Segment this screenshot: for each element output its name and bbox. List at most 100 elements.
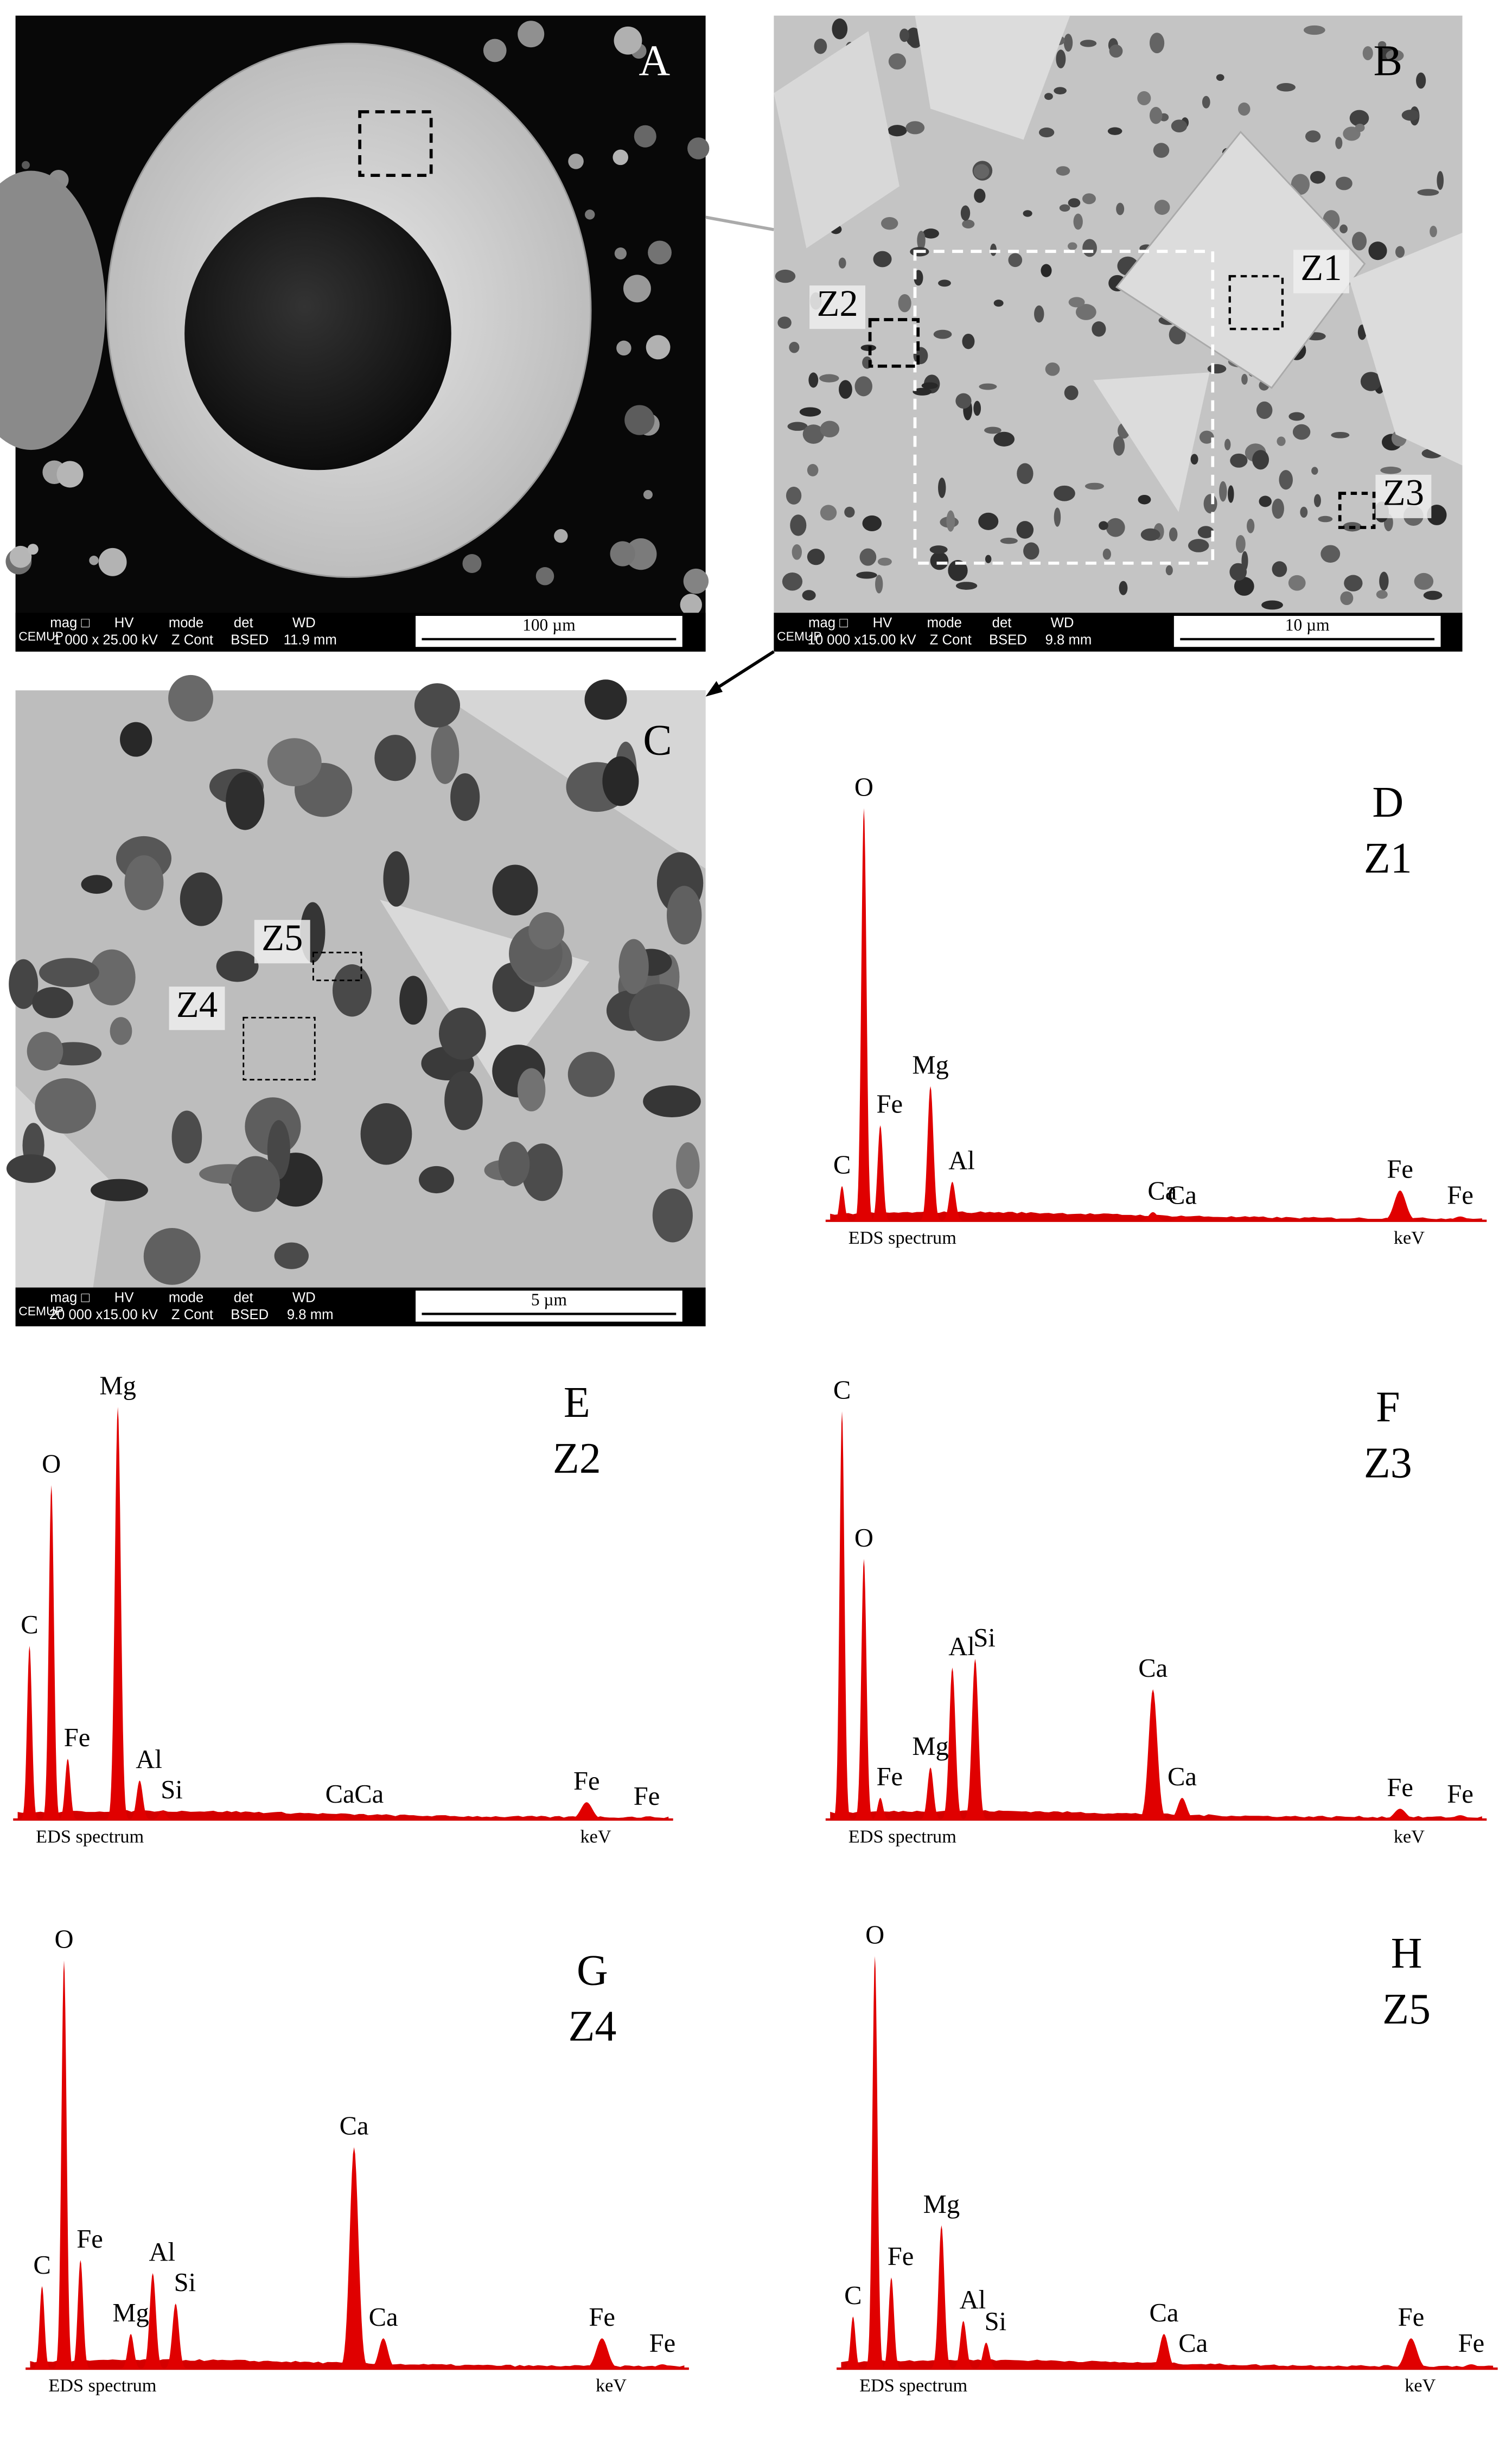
peak: [140, 2273, 165, 2369]
particle: [1277, 436, 1286, 446]
particle: [777, 316, 792, 329]
zone-label: Z3: [1383, 472, 1424, 513]
peak: [864, 1956, 885, 2369]
peak-label: Fe: [76, 2224, 103, 2254]
peak-label: C: [833, 1376, 851, 1405]
info-head: mode: [169, 1290, 203, 1306]
peak: [1377, 1190, 1424, 1221]
particle: [1107, 127, 1122, 135]
peak: [853, 1558, 875, 1820]
particle: [1149, 106, 1163, 124]
particle: [180, 872, 222, 926]
particle: [648, 240, 672, 265]
particle: [32, 987, 73, 1019]
unit-label: keV: [580, 1826, 611, 1847]
axis-label: EDS spectrum: [48, 2375, 156, 2396]
peak-label: Si: [161, 1775, 183, 1804]
particle: [1241, 551, 1248, 571]
particle: [1344, 575, 1363, 591]
particle: [905, 27, 921, 47]
continuum: [17, 1810, 669, 1820]
particle: [1261, 600, 1283, 610]
particle: [888, 125, 907, 137]
logo: CEMUP: [18, 1304, 63, 1318]
peak: [1135, 1689, 1170, 1820]
particle: [1059, 204, 1070, 212]
crystal: [915, 15, 1070, 140]
particle: [1099, 521, 1108, 530]
peak: [853, 808, 875, 1221]
peak: [1175, 2364, 1211, 2369]
zone-name: Z4: [568, 2002, 616, 2050]
particle: [1303, 25, 1325, 35]
particle: [1380, 466, 1401, 474]
peak: [1388, 2338, 1434, 2369]
unit-label: keV: [1405, 2375, 1436, 2396]
zone-name: Z1: [1364, 835, 1412, 882]
particle: [1368, 241, 1387, 260]
particle: [802, 590, 816, 601]
peak: [365, 2338, 401, 2369]
scale-box: [416, 615, 682, 647]
particle: [39, 958, 99, 988]
peak: [962, 1659, 988, 1820]
particle: [930, 551, 949, 570]
info-head: mode: [927, 615, 962, 631]
particle: [938, 478, 946, 498]
particle: [1034, 305, 1044, 323]
particle: [1056, 166, 1070, 176]
spectrum-letter: H: [1391, 1930, 1422, 1977]
particle: [789, 341, 800, 353]
particle: [1219, 481, 1227, 502]
particle: [922, 228, 939, 239]
particle: [1238, 102, 1251, 116]
scale-label: 10 µm: [1285, 615, 1330, 634]
particle: [1355, 123, 1365, 132]
core: [184, 197, 451, 470]
zone-label-bg: [1293, 250, 1349, 294]
particle: [1068, 198, 1081, 208]
peak: [32, 2286, 52, 2369]
particle: [625, 538, 657, 570]
peak: [832, 1411, 852, 1820]
particle: [799, 407, 821, 417]
particle: [517, 1068, 546, 1112]
particle: [1279, 470, 1293, 490]
particle: [807, 549, 825, 565]
particle: [462, 554, 482, 574]
peak-label: Fe: [1458, 2328, 1485, 2358]
peak: [1164, 1798, 1200, 1820]
particle: [618, 939, 649, 994]
particle: [1430, 225, 1437, 238]
particle: [1023, 210, 1032, 217]
panel-a: [0, 15, 710, 652]
particle: [629, 984, 690, 1041]
info-value: 20 000 x: [49, 1307, 103, 1322]
zone-name: Z2: [553, 1435, 601, 1482]
peak-label: Ca: [1178, 2328, 1208, 2358]
peak: [20, 1646, 40, 1820]
peak-label: Ca: [326, 1779, 355, 1809]
scale-box: [1173, 615, 1441, 647]
panel-letter: A: [639, 37, 670, 85]
particle: [1197, 526, 1214, 538]
particle: [231, 1156, 280, 1212]
particle: [616, 340, 631, 356]
particle: [1054, 485, 1075, 501]
zone-label-bg: [254, 920, 310, 964]
particle: [832, 18, 848, 40]
particle: [120, 722, 152, 757]
peak: [869, 1125, 891, 1221]
peak-label: Fe: [64, 1723, 91, 1752]
peak-label: Fe: [876, 1762, 903, 1791]
particle: [623, 275, 651, 303]
particle: [643, 489, 653, 500]
spectrum-letter: F: [1376, 1384, 1400, 1431]
particle: [993, 431, 1015, 447]
peak: [322, 1815, 358, 1820]
peak: [940, 1181, 965, 1221]
particle: [585, 209, 595, 220]
scale-box: [416, 1290, 682, 1322]
particle: [1305, 130, 1321, 143]
particle: [962, 219, 975, 229]
